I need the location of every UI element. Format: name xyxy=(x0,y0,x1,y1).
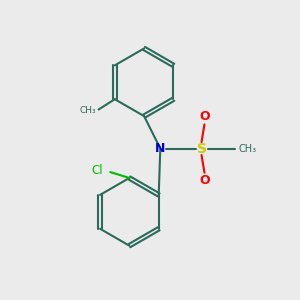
Text: N: N xyxy=(155,142,166,155)
Text: CH₃: CH₃ xyxy=(80,106,96,116)
Text: O: O xyxy=(199,174,210,187)
Text: O: O xyxy=(199,110,210,123)
Text: S: S xyxy=(196,142,206,155)
Text: Cl: Cl xyxy=(91,164,103,177)
Text: CH₃: CH₃ xyxy=(238,143,256,154)
